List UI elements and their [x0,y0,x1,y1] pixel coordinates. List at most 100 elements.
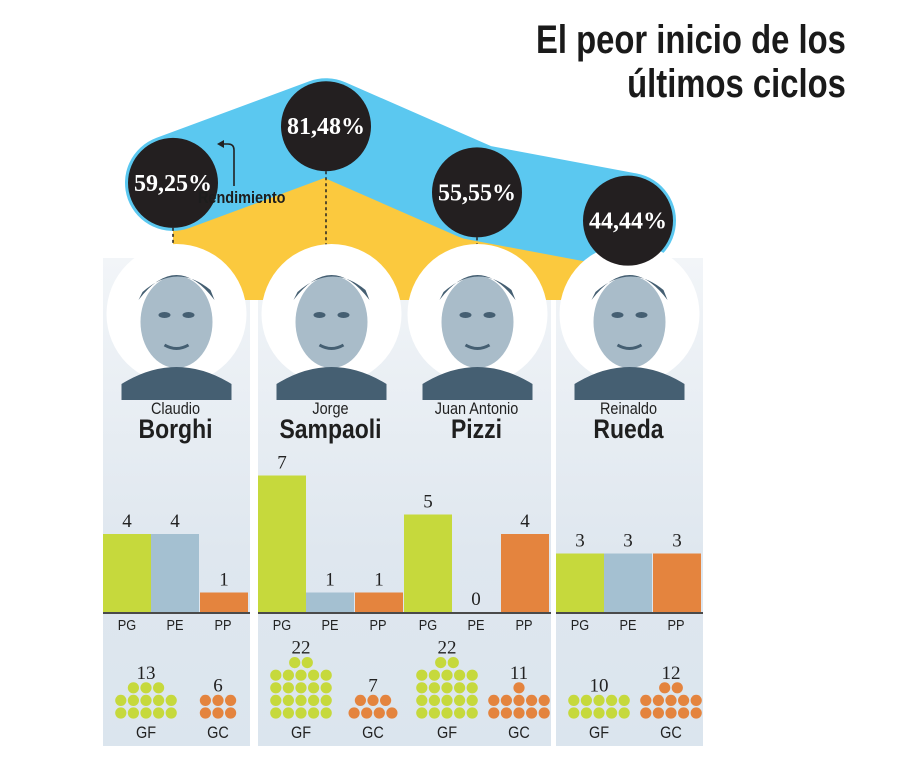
bar-value-pe: 3 [623,531,633,552]
goal-for-dot [127,682,139,694]
goal-for-dot [295,707,307,719]
goal-for-dot [127,694,139,707]
goal-against-dot [640,707,652,719]
performance-band-blue [125,78,676,269]
goal-for-dot [115,694,127,707]
bar-value-pg: 5 [423,492,433,513]
goal-for-dot [270,682,282,694]
coach-portrait-icon [422,275,533,400]
goal-for-dot [308,707,320,719]
eye-right [483,312,496,318]
coach-portrait-icon [574,275,685,400]
bar-pe [306,592,354,612]
goal-for-dot [289,657,301,669]
shoulders-shape [121,367,232,400]
goal-for-dot [282,707,294,719]
goal-against-dot [690,694,702,707]
goal-against-dot [678,694,690,707]
rendimiento-value: 59,25% [134,171,212,197]
goal-against-dot [367,694,379,707]
goal-for-dot [115,707,127,719]
coach-portrait-icon [121,275,232,400]
goal-for-dot [447,657,459,669]
goal-for-dot [282,694,294,707]
bar-pg [103,534,151,612]
goal-for-dot [295,694,307,707]
goals-for-value: 22 [438,638,457,659]
mouth [616,343,643,350]
goal-for-dot [454,694,466,707]
goal-label-gf: GF [290,723,312,742]
goal-for-dot [165,707,177,719]
axis-label-pg: PG [418,617,438,634]
axis-label-pp: PP [369,617,387,634]
bar-pg [404,514,452,612]
coach-first-name: Claudio [150,399,201,418]
goal-for-dot [301,657,313,669]
hair-shape [293,275,370,300]
bar-value-pe: 1 [325,570,335,591]
goal-for-dot [308,694,320,707]
goals-against-value: 11 [510,663,528,684]
eye-right [635,312,648,318]
goal-for-dot [618,694,630,707]
goal-for-dot [295,682,307,694]
goal-label-gc: GC [362,723,384,742]
goal-for-dot [295,669,307,681]
goal-against-dot [348,707,360,719]
goal-against-dot [665,707,677,719]
axis-label-pp: PP [667,617,685,634]
goal-for-dot [428,694,440,707]
goals-against-value: 6 [213,675,223,696]
goal-for-dot [416,707,428,719]
goal-against-dot [373,707,385,719]
goal-label-gf: GF [436,723,458,742]
goals-for-value: 13 [137,663,156,684]
goal-for-dot [416,669,428,681]
goal-label-gc: GC [508,723,530,742]
goal-against-dot [225,694,237,707]
goal-against-dot [690,707,702,719]
goal-for-dot [428,707,440,719]
goal-for-dot [441,669,453,681]
goals-for-value: 10 [590,675,609,696]
axis-label-pe: PE [619,617,637,634]
goal-against-dot [652,707,665,719]
goal-for-dot [580,707,593,719]
coach-last-name: Borghi [138,414,213,444]
goal-for-dot [320,682,332,694]
rendimiento-label: Rendimiento [198,188,286,207]
rendimiento-value: 81,48% [287,114,365,140]
bar-value-pp: 4 [520,511,530,532]
goal-for-dot [606,694,618,707]
goal-for-dot [320,669,332,681]
bar-value-pp: 3 [672,531,682,552]
coach-last-name: Pizzi [450,414,502,444]
coach-portrait-icon [276,275,387,400]
goal-for-dot [568,707,580,719]
goal-against-dot [361,707,373,719]
goal-for-dot [441,707,453,719]
goal-against-dot [225,707,237,719]
rendimiento-value: 44,44% [589,209,667,235]
rendimiento-circle [128,137,218,228]
goal-for-dot [153,694,165,707]
goal-for-dot [435,657,447,669]
bar-pp [501,534,549,612]
eye-left [158,312,171,318]
face-shape [593,276,666,368]
goal-for-dot [282,669,294,681]
axis-label-pg: PG [272,617,292,634]
axis-label-pg: PG [117,617,137,634]
hair-shape [591,275,668,300]
goal-against-dot [671,682,683,694]
eye-right [337,312,350,318]
rendimiento-circle [583,175,673,266]
goal-against-dot [500,707,512,719]
goal-against-dot [659,682,671,694]
face-shape [295,276,368,368]
face-shape [140,276,213,368]
eye-left [611,312,624,318]
